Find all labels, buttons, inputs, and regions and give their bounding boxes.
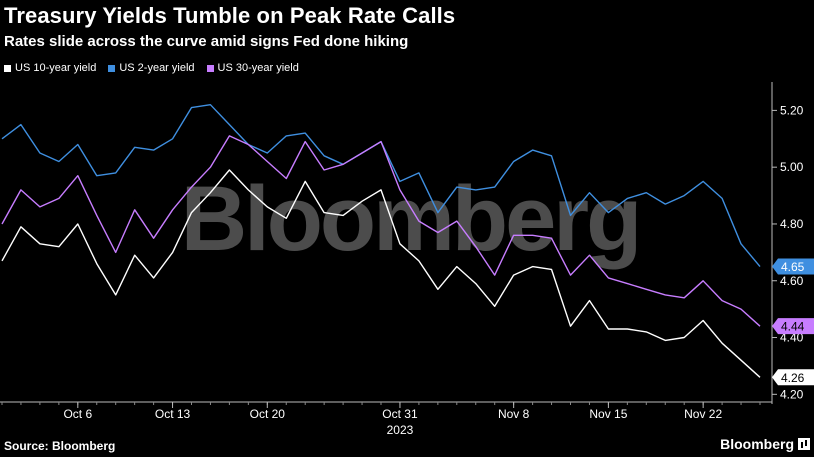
source-note: Source: Bloomberg bbox=[4, 439, 116, 453]
series-line-30y bbox=[1, 135, 761, 327]
legend-swatch-30y bbox=[206, 64, 214, 72]
end-label-30y: 4.44 bbox=[781, 320, 805, 334]
y-tick-label: 4.20 bbox=[780, 387, 804, 401]
y-tick-label: 5.20 bbox=[780, 103, 804, 117]
x-tick-label: Oct 20 bbox=[250, 407, 286, 421]
end-label-10y: 4.26 bbox=[781, 371, 805, 385]
x-tick-label: Nov 22 bbox=[684, 407, 722, 421]
x-tick-label: Nov 8 bbox=[498, 407, 530, 421]
bloomberg-logo: Bloomberg bbox=[720, 436, 810, 452]
legend-item-30y: US 30-year yield bbox=[206, 62, 299, 74]
end-label-box-2y bbox=[772, 258, 814, 275]
legend-item-2y: US 2-year yield bbox=[108, 62, 195, 74]
bloomberg-watermark: Bloomberg bbox=[181, 168, 640, 270]
x-tick-label: Oct 6 bbox=[63, 407, 92, 421]
x-tick-label: Oct 31 bbox=[382, 407, 418, 421]
chart-title: Treasury Yields Tumble on Peak Rate Call… bbox=[4, 3, 456, 28]
legend-swatch-2y bbox=[108, 64, 116, 72]
legend-swatch-10y bbox=[4, 64, 11, 72]
brand-name: Bloomberg bbox=[720, 436, 794, 452]
end-label-box-10y bbox=[772, 369, 814, 386]
chart-subtitle: Rates slide across the curve amid signs … bbox=[4, 33, 409, 50]
end-label-box-30y bbox=[772, 318, 814, 335]
series-line-10y bbox=[1, 169, 761, 378]
y-tick-label: 4.60 bbox=[780, 274, 804, 288]
bar-chart-icon bbox=[798, 438, 810, 450]
y-tick-label: 5.00 bbox=[780, 160, 804, 174]
x-tick-label: Oct 13 bbox=[155, 407, 191, 421]
legend-label-30y: US 30-year yield bbox=[217, 62, 299, 74]
end-label-2y: 4.65 bbox=[781, 260, 805, 274]
x-year-label: 2023 bbox=[387, 423, 414, 437]
legend: US 10-year yield US 2-year yield US 30-y… bbox=[4, 62, 299, 74]
legend-label-10y: US 10-year yield bbox=[15, 62, 97, 74]
x-tick-label: Nov 15 bbox=[589, 407, 627, 421]
legend-label-2y: US 2-year yield bbox=[119, 62, 195, 74]
legend-item-10y: US 10-year yield bbox=[4, 62, 96, 74]
y-tick-label: 4.80 bbox=[780, 217, 804, 231]
